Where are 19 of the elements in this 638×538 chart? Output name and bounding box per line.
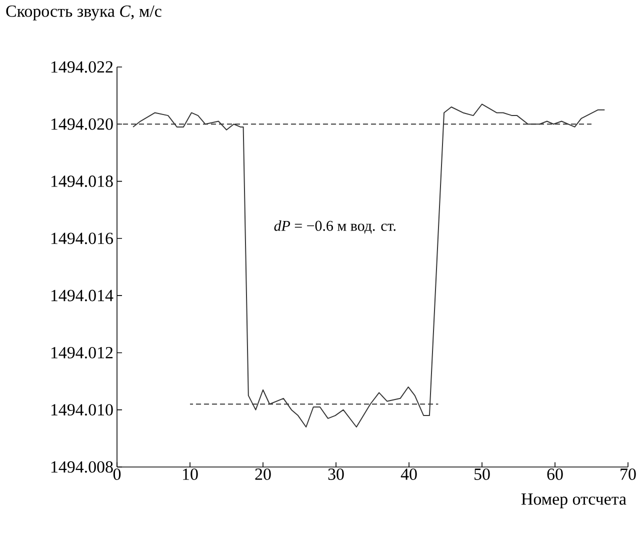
y-axis-title: Скорость звука C, м/с	[6, 6, 162, 20]
x-tick-label: 10	[183, 468, 198, 480]
y-tick-label: 1494.016	[51, 232, 113, 244]
y-tick-label: 1494.022	[51, 61, 113, 73]
x-tick-label: 30	[328, 468, 344, 480]
y-tick-label: 1494.018	[51, 176, 113, 188]
y-tick-label: 1494.012	[51, 346, 113, 358]
x-tick-label: 0	[113, 468, 121, 480]
x-axis-title: Номер отсчета	[521, 494, 626, 508]
x-tick-label: 50	[474, 468, 490, 480]
x-tick-label: 70	[620, 468, 636, 480]
x-tick-label: 40	[400, 468, 417, 480]
x-tick-label: 60	[547, 468, 563, 480]
y-tick-label: 1494.020	[51, 118, 113, 130]
y-tick-label: 1494.014	[51, 290, 114, 302]
y-tick-label: 1494.008	[51, 461, 113, 473]
annotation: dP = −0.6 м вод. ст.	[274, 220, 396, 234]
x-tick-label: 20	[255, 468, 271, 480]
y-tick-label: 1494.010	[51, 404, 113, 416]
